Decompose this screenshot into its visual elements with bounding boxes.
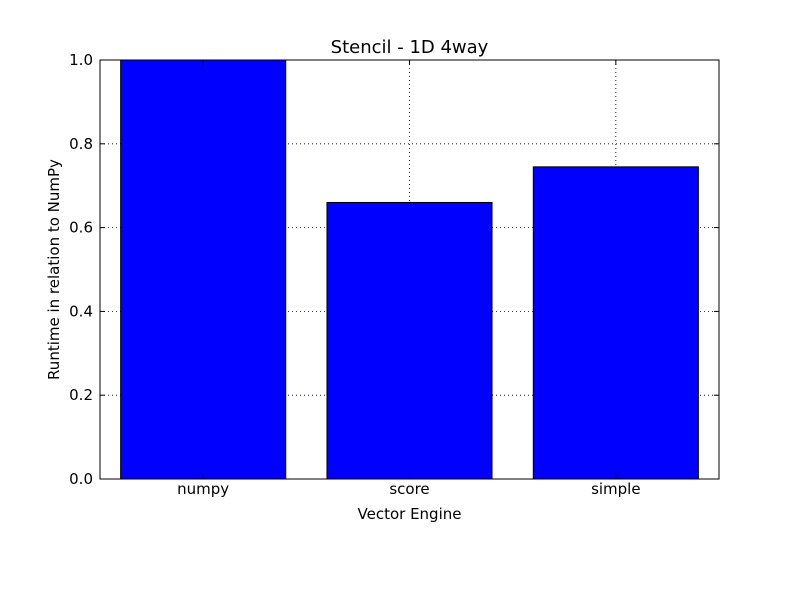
bar-numpy — [120, 59, 287, 480]
chart-title: Stencil - 1D 4way — [331, 37, 489, 58]
bars — [120, 59, 699, 480]
x-tick-label-simple: simple — [591, 480, 641, 498]
y-tick-label: 0.6 — [69, 219, 93, 237]
y-tick-label: 0.4 — [69, 302, 93, 320]
bar-score — [326, 201, 493, 480]
x-tick-label-score: score — [389, 480, 429, 498]
y-tick-label: 0.8 — [69, 135, 93, 153]
y-tick-label: 0.2 — [69, 386, 93, 404]
x-tick-label-numpy: numpy — [177, 480, 229, 498]
y-tick-label: 0.0 — [69, 470, 93, 488]
ticks: 0.0 0.2 0.4 0.6 0.8 1.0 numpy score simple — [69, 51, 719, 498]
y-tick-label: 1.0 — [69, 51, 93, 69]
y-axis-label: Runtime in relation to NumPy — [45, 159, 63, 380]
x-axis-label: Vector Engine — [358, 505, 462, 523]
bar-simple — [532, 166, 699, 480]
